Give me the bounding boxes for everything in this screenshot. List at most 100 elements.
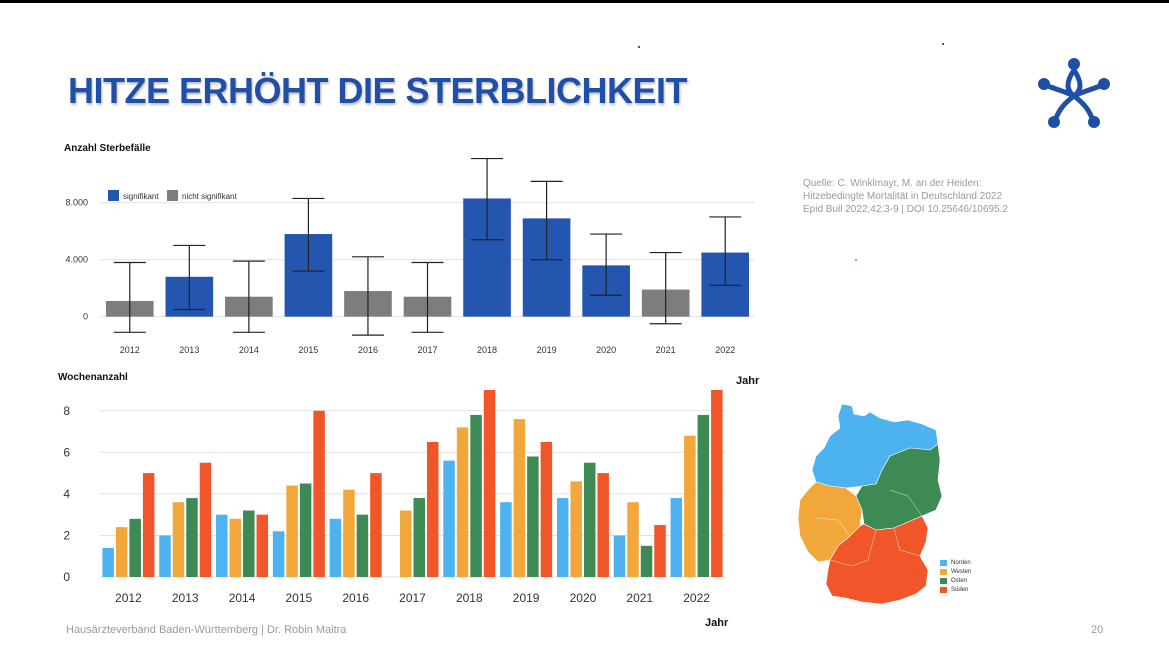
speck-1 [638, 46, 640, 48]
chart2-ylabel: Wochenanzahl [58, 372, 128, 383]
map-legend-item: Westen [940, 569, 971, 575]
bar [697, 414, 710, 577]
bar [272, 531, 285, 577]
chart1-ylabel: Anzahl Sterbefälle [64, 143, 151, 154]
top-border [0, 0, 1169, 3]
bar [513, 419, 526, 577]
bar [400, 510, 412, 577]
x-tick-label: 2012 [120, 345, 140, 355]
y-tick-label: 0 [83, 312, 88, 322]
bar [640, 545, 653, 577]
bar [500, 502, 512, 577]
chart1-legend: signifikant nicht signifikant [108, 190, 237, 201]
x-tick-label: 2015 [298, 345, 318, 355]
map-legend-item: Osten [940, 578, 971, 584]
bar [229, 518, 242, 577]
bar [670, 498, 683, 577]
x-tick-label: 2022 [683, 591, 710, 605]
x-tick-label: 2018 [477, 345, 497, 355]
bar [583, 462, 596, 577]
x-tick-label: 2014 [229, 591, 256, 605]
map-legend-item: Süden [940, 587, 971, 593]
x-tick-label: 2021 [626, 591, 653, 605]
y-tick-label: 6 [63, 445, 70, 459]
bar [556, 498, 569, 577]
y-tick-label: 8.000 [65, 198, 88, 208]
x-tick-label: 2020 [570, 591, 597, 605]
bar [540, 441, 553, 577]
x-tick-label: 2013 [172, 591, 199, 605]
bar [370, 473, 382, 577]
bar [654, 525, 666, 577]
bar [627, 502, 639, 577]
x-tick-label: 2021 [656, 345, 676, 355]
x-tick-label: 2017 [417, 345, 437, 355]
bar [199, 462, 212, 577]
legend-label: signifikant [123, 192, 159, 201]
x-tick-label: 2017 [399, 591, 426, 605]
bar [142, 473, 155, 577]
bar [483, 390, 496, 577]
x-tick-label: 2022 [715, 345, 735, 355]
chart2-xlabel: Jahr [705, 617, 729, 629]
source-line: Quelle: C. Winklmayr, M. an der Heiden: [803, 178, 982, 189]
bar [313, 410, 325, 577]
bar [427, 441, 439, 577]
y-tick-label: 2 [63, 528, 70, 542]
bar [597, 473, 609, 577]
speck-2 [942, 43, 944, 45]
map-legend-label: Norden [951, 560, 971, 566]
weeks-chart: 0 2 4 6 8 2012 2013 2014 2015 2016 2017 2018 2019 202… [63, 390, 725, 605]
x-tick-label: 2012 [115, 591, 142, 605]
y-tick-label: 8 [63, 404, 70, 418]
source-line: Hitzebedingte Mortalität in Deutschland … [803, 191, 1003, 202]
bar [456, 427, 469, 577]
footer-text: Hausärzteverband Baden-Württemberg | Dr.… [66, 624, 347, 636]
bar [299, 483, 312, 577]
y-tick-label: 4 [63, 487, 70, 501]
bar [343, 489, 355, 577]
bar [527, 456, 539, 577]
x-tick-label: 2018 [456, 591, 483, 605]
slide-title: HITZE ERHÖHT DIE STERBLICHKEIT [68, 70, 688, 111]
deaths-chart: 0 4.000 8.000 2012 2013 2014 2015 2016 2017 2018 2… [65, 157, 755, 355]
x-tick-label: 2013 [179, 345, 199, 355]
germany-region-map [797, 403, 943, 605]
bar [329, 518, 342, 577]
x-tick-label: 2015 [286, 591, 313, 605]
legend-swatch-significant [108, 190, 119, 201]
map-legend: Norden Westen Osten Süden [940, 560, 971, 596]
page-number: 20 [1091, 624, 1104, 636]
legend-swatch-not-significant [167, 190, 178, 201]
x-tick-label: 2020 [596, 345, 616, 355]
bar [356, 514, 369, 577]
x-tick-label: 2016 [342, 591, 369, 605]
bar [711, 390, 723, 577]
legend-label: nicht signifikant [182, 192, 237, 201]
map-legend-label: Süden [951, 587, 969, 593]
bar [129, 518, 141, 577]
chart1-xlabel: Jahr [736, 375, 760, 387]
bar [159, 535, 171, 577]
bar [413, 498, 425, 577]
map-legend-label: Westen [951, 569, 972, 575]
bar [172, 502, 185, 577]
x-tick-label: 2014 [239, 345, 259, 355]
bar [443, 460, 455, 577]
map-legend-item: Norden [940, 560, 971, 566]
bar [470, 414, 482, 577]
map-region-sueden [825, 515, 929, 605]
source-line: Epid Bull 2022;42:3-9 | DOI 10.25646/106… [803, 204, 1008, 215]
x-tick-label: 2016 [358, 345, 378, 355]
bar [186, 498, 198, 577]
bar [256, 514, 269, 577]
bar [216, 514, 228, 577]
bar [613, 535, 626, 577]
x-tick-label: 2019 [537, 345, 557, 355]
hausarzt-logo-icon [1038, 58, 1110, 128]
x-tick-label: 2019 [513, 591, 540, 605]
source-citation: Quelle: C. Winklmayr, M. an der Heiden: … [803, 177, 1063, 216]
speck-3 [855, 259, 857, 261]
y-tick-label: 4.000 [65, 255, 88, 265]
bar [286, 485, 298, 577]
